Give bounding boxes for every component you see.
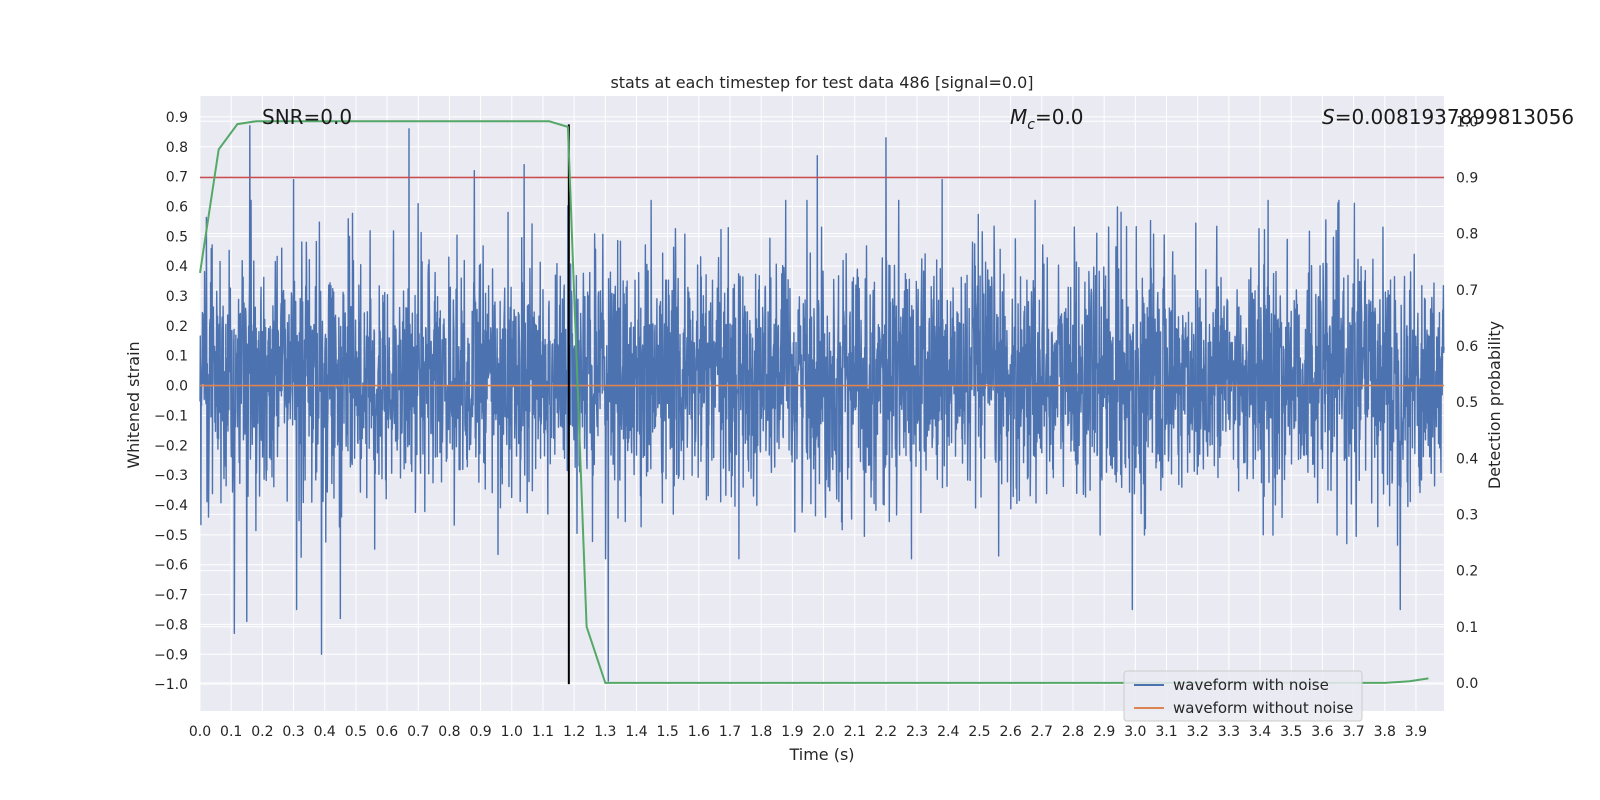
- series-line-waveform-with-noise: [199, 125, 1445, 682]
- y2-tick-label: 0.2: [1456, 564, 1478, 580]
- y-tick-label: 0.9: [166, 110, 188, 126]
- y2-axis-label: Detection probability: [1485, 321, 1504, 489]
- y-tick-label: −0.2: [154, 438, 188, 454]
- y-tick-label: 0.0: [166, 379, 188, 395]
- x-tick-label: 1.3: [594, 724, 616, 740]
- x-tick-label: 0.3: [282, 724, 304, 740]
- x-tick-label: 2.9: [1093, 724, 1115, 740]
- x-tick-label: 2.5: [968, 724, 990, 740]
- y2-tick-label: 0.5: [1456, 395, 1478, 411]
- y-tick-label: −0.4: [154, 498, 188, 514]
- x-tick-label: 1.1: [532, 724, 554, 740]
- y2-tick-label: 0.0: [1456, 676, 1478, 692]
- x-axis-ticks: 0.0 0.1 0.2 0.3 0.4 0.5 0.6 0.7 0.8 0.9 1.0 1.1 1.2 1…: [189, 724, 1427, 740]
- x-tick-label: 3.9: [1405, 724, 1427, 740]
- y2-axis-ticks: 1.0 0.9 0.8 0.7 0.6 0.5 0.4 0.3 0.2 0.1 0.0: [1456, 114, 1478, 692]
- x-tick-label: 2.8: [1062, 724, 1084, 740]
- x-tick-label: 1.4: [625, 724, 647, 740]
- x-tick-label: 0.2: [251, 724, 273, 740]
- x-tick-label: 3.3: [1218, 724, 1240, 740]
- y2-tick-label: 0.3: [1456, 507, 1478, 523]
- y-tick-label: 0.5: [166, 229, 188, 245]
- annotation-score: S=0.0081937899813056: [1322, 105, 1574, 129]
- x-tick-label: 2.4: [937, 724, 959, 740]
- y-tick-label: −1.0: [154, 677, 188, 693]
- y-tick-label: 0.2: [166, 319, 188, 335]
- y2-tick-label: 0.4: [1456, 451, 1478, 467]
- y-tick-label: 0.7: [166, 170, 188, 186]
- annotation-snr: SNR=0.0: [262, 105, 352, 129]
- x-tick-label: 1.8: [750, 724, 772, 740]
- x-tick-label: 2.1: [844, 724, 866, 740]
- x-tick-label: 0.0: [189, 724, 211, 740]
- x-tick-label: 0.1: [220, 724, 242, 740]
- x-tick-label: 1.9: [781, 724, 803, 740]
- x-tick-label: 2.6: [999, 724, 1021, 740]
- x-tick-label: 0.5: [345, 724, 367, 740]
- y-axis-label: Whitened strain: [124, 341, 143, 468]
- legend: waveform with noise waveform without noi…: [1123, 670, 1363, 722]
- x-tick-label: 3.0: [1124, 724, 1146, 740]
- x-tick-label: 3.2: [1187, 724, 1209, 740]
- x-tick-label: 0.7: [407, 724, 429, 740]
- x-tick-label: 3.8: [1374, 724, 1396, 740]
- y-tick-label: −0.7: [154, 588, 188, 604]
- y-tick-label: −0.9: [154, 647, 188, 663]
- y-tick-label: 0.6: [166, 199, 188, 215]
- x-tick-label: 1.0: [501, 724, 523, 740]
- y-tick-label: 0.3: [166, 289, 188, 305]
- y2-tick-label: 0.1: [1456, 620, 1478, 636]
- y-tick-label: −0.1: [154, 408, 188, 424]
- x-tick-label: 3.5: [1280, 724, 1302, 740]
- annotation-chirp-mass: Mc=0.0: [1010, 105, 1084, 133]
- x-tick-label: 0.6: [376, 724, 398, 740]
- x-tick-label: 1.7: [719, 724, 741, 740]
- y2-tick-label: 0.8: [1456, 227, 1478, 243]
- x-tick-label: 3.4: [1249, 724, 1271, 740]
- chart-title: stats at each timestep for test data 486…: [610, 73, 1033, 92]
- y-tick-label: −0.8: [154, 617, 188, 633]
- reference-lines: [200, 124, 1444, 685]
- legend-box: [1123, 670, 1363, 722]
- x-tick-label: 0.4: [314, 724, 336, 740]
- x-tick-label: 2.3: [906, 724, 928, 740]
- y-tick-label: −0.6: [154, 558, 188, 574]
- legend-label-clean: waveform without noise: [1173, 699, 1353, 717]
- y-tick-label: −0.3: [154, 468, 188, 484]
- x-tick-label: 2.2: [875, 724, 897, 740]
- x-tick-label: 0.9: [469, 724, 491, 740]
- x-tick-label: 1.6: [688, 724, 710, 740]
- y-tick-label: 0.4: [166, 259, 188, 275]
- y-axis-ticks: 0.9 0.8 0.7 0.6 0.5 0.4 0.3 0.2 0.1 0.0 −0.1 −0.2 −0…: [154, 110, 188, 693]
- y-tick-label: 0.8: [166, 140, 188, 156]
- x-tick-label: 3.7: [1342, 724, 1364, 740]
- x-axis-label: Time (s): [788, 745, 854, 764]
- series-line-detection-probability: [199, 120, 1429, 684]
- x-tick-label: 2.7: [1031, 724, 1053, 740]
- x-tick-label: 1.2: [563, 724, 585, 740]
- legend-label-noise: waveform with noise: [1173, 676, 1329, 694]
- x-tick-label: 0.8: [438, 724, 460, 740]
- y2-tick-label: 0.9: [1456, 170, 1478, 186]
- x-tick-label: 1.5: [657, 724, 679, 740]
- x-tick-label: 3.1: [1155, 724, 1177, 740]
- y-tick-label: −0.5: [154, 528, 188, 544]
- x-tick-label: 3.6: [1311, 724, 1333, 740]
- series-waveform-with-noise: [199, 125, 1445, 682]
- x-tick-label: 2.0: [812, 724, 834, 740]
- y-tick-label: 0.1: [166, 349, 188, 365]
- y2-tick-label: 1.0: [1456, 114, 1478, 130]
- y2-tick-label: 0.6: [1456, 339, 1478, 355]
- y2-tick-label: 0.7: [1456, 283, 1478, 299]
- series-detection-probability: [199, 120, 1429, 684]
